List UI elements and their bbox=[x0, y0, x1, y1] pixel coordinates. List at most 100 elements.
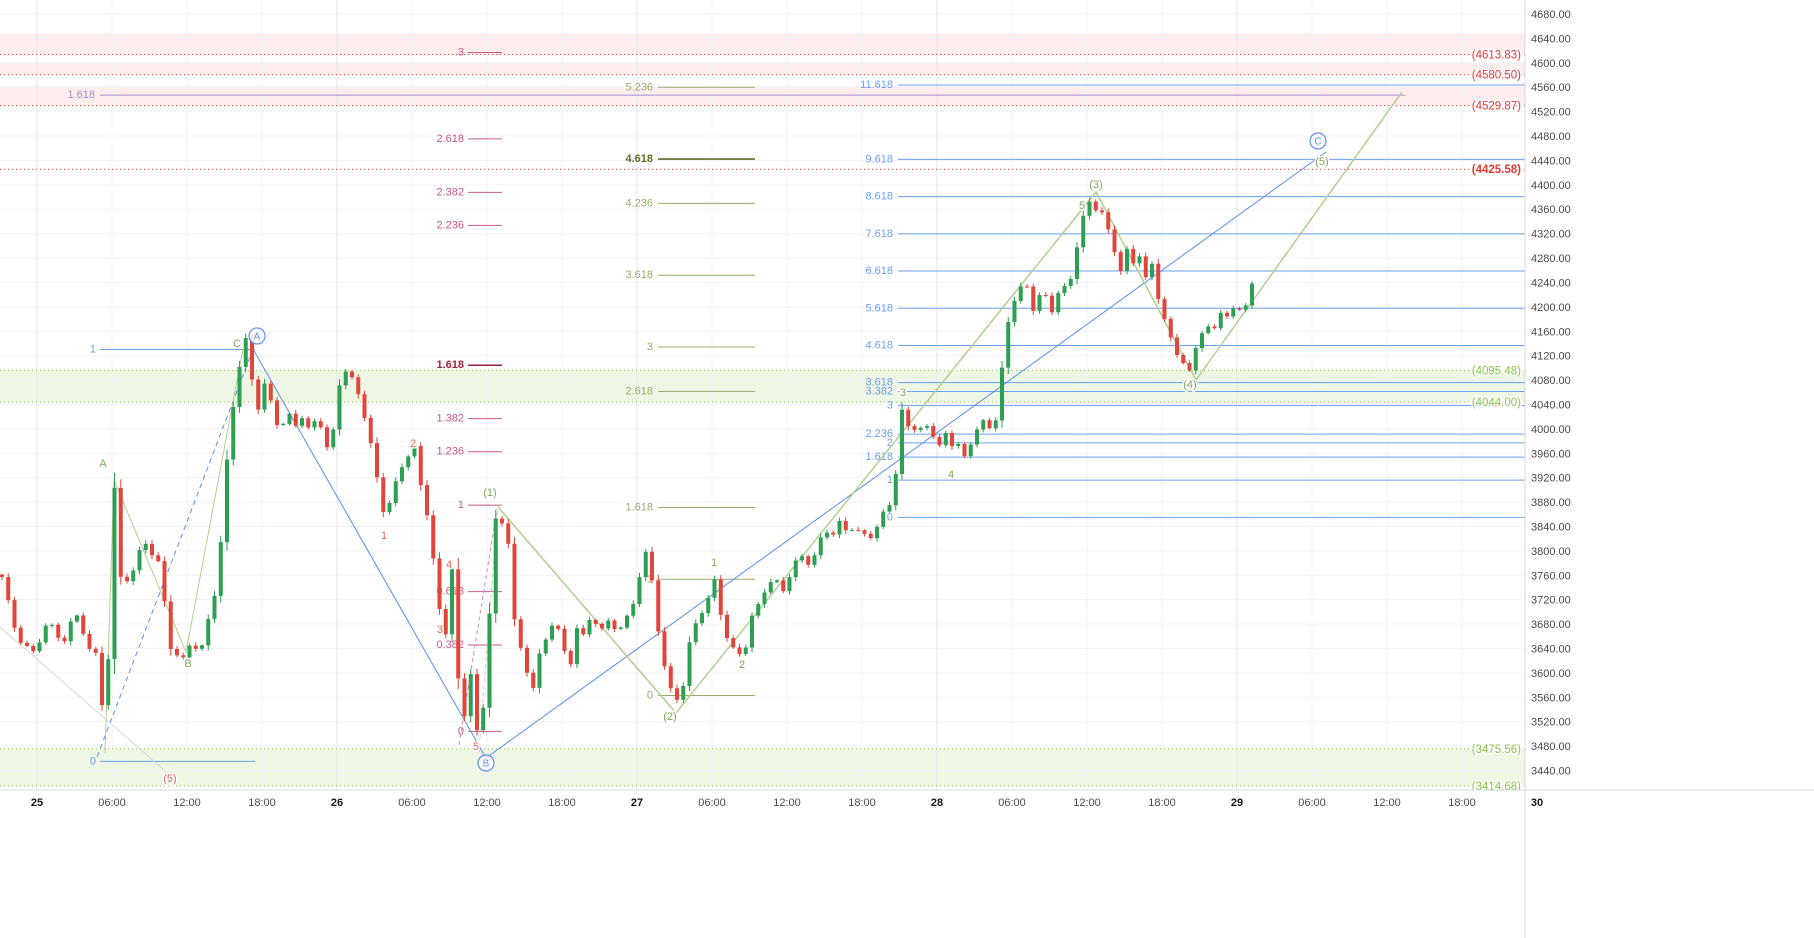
time-tick-label[interactable]: 26 bbox=[331, 797, 343, 809]
wave-label[interactable]: 3 bbox=[435, 623, 444, 638]
time-tick-label[interactable]: 12:00 bbox=[473, 797, 501, 809]
green-zone-band[interactable] bbox=[0, 748, 1525, 786]
price-tick-label[interactable]: 4520.00 bbox=[1531, 107, 1571, 119]
wave-label[interactable]: C bbox=[232, 337, 243, 352]
time-tick-label[interactable]: 30 bbox=[1531, 797, 1543, 809]
trend-line[interactable] bbox=[96, 348, 254, 758]
wave-circle-icon[interactable] bbox=[248, 327, 266, 345]
trend-line[interactable] bbox=[485, 151, 1327, 759]
wave-label[interactable]: 4 bbox=[946, 468, 955, 483]
trend-line[interactable] bbox=[458, 508, 498, 746]
price-tick-label[interactable]: 4160.00 bbox=[1531, 326, 1571, 338]
wave-label[interactable]: 4 bbox=[444, 558, 453, 573]
time-tick-label[interactable]: 12:00 bbox=[1073, 797, 1101, 809]
time-tick-label[interactable]: 29 bbox=[1231, 797, 1243, 809]
wave-label[interactable]: (2) bbox=[662, 710, 678, 725]
price-tick-label[interactable]: 3840.00 bbox=[1531, 521, 1571, 533]
trend-line[interactable] bbox=[0, 626, 173, 778]
wave-label[interactable]: 1 bbox=[379, 529, 388, 544]
price-tick-label[interactable]: 3960.00 bbox=[1531, 448, 1571, 460]
time-tick-label[interactable]: 06:00 bbox=[98, 797, 126, 809]
trend-line[interactable] bbox=[104, 348, 244, 754]
price-level-label[interactable]: (4529.87) bbox=[1470, 99, 1522, 114]
time-tick-label[interactable]: 06:00 bbox=[698, 797, 726, 809]
red-zone-band[interactable] bbox=[0, 33, 1525, 55]
price-tick-label[interactable]: 4440.00 bbox=[1531, 155, 1571, 167]
fib-extension-blue[interactable]: 011.61822.23633.3823.6184.6185.6186.6187… bbox=[860, 79, 1525, 523]
wave-label[interactable]: B bbox=[183, 657, 193, 672]
wave-label[interactable]: 2 bbox=[737, 658, 746, 673]
red-zone-band[interactable] bbox=[0, 86, 1525, 106]
wave-label[interactable]: (4) bbox=[1182, 378, 1198, 393]
wave-circle-icon[interactable] bbox=[1309, 132, 1327, 150]
time-tick-label[interactable]: 18:00 bbox=[848, 797, 876, 809]
price-level-label[interactable]: (4095.48) bbox=[1470, 364, 1522, 379]
wave-label[interactable]: (5) bbox=[1314, 155, 1330, 170]
price-tick-label[interactable]: 3480.00 bbox=[1531, 741, 1571, 753]
wave-label[interactable]: A bbox=[98, 457, 109, 472]
time-tick-label[interactable]: 06:00 bbox=[398, 797, 426, 809]
wave-label[interactable]: 2 bbox=[408, 437, 417, 452]
time-tick-label[interactable]: 18:00 bbox=[1448, 797, 1476, 809]
price-tick-label[interactable]: 4120.00 bbox=[1531, 351, 1571, 363]
time-tick-label[interactable]: 12:00 bbox=[1373, 797, 1401, 809]
wave-label[interactable]: 3 bbox=[898, 386, 907, 401]
price-tick-label[interactable]: 4000.00 bbox=[1531, 424, 1571, 436]
time-axis-background[interactable] bbox=[0, 790, 1814, 938]
fib-extension-green[interactable]: 0 1 1.618 2.618 3 3.618 4.236 4.618 5.236 bbox=[625, 81, 755, 701]
time-tick-label[interactable]: 12:00 bbox=[173, 797, 201, 809]
time-tick-label[interactable]: 25 bbox=[31, 797, 43, 809]
price-tick-label[interactable]: 4640.00 bbox=[1531, 33, 1571, 45]
price-tick-label[interactable]: 4320.00 bbox=[1531, 229, 1571, 241]
price-tick-label[interactable]: 4480.00 bbox=[1531, 131, 1571, 143]
price-level-label[interactable]: (4044.00) bbox=[1470, 396, 1522, 411]
extension-lines-layer[interactable]: 1.618 bbox=[67, 89, 1405, 101]
wave-labels-layer[interactable]: A B C (1) (2) (3) (4) (5) 1 2 3 4 5 A B C (5) 1 2 3 4 5 bbox=[98, 132, 1330, 787]
price-tick-label[interactable]: 4240.00 bbox=[1531, 277, 1571, 289]
price-tick-label[interactable]: 4680.00 bbox=[1531, 9, 1571, 21]
price-level-label[interactable]: (4425.58) bbox=[1470, 163, 1522, 178]
wave-label[interactable]: B bbox=[481, 757, 491, 771]
price-tick-label[interactable]: 3880.00 bbox=[1531, 497, 1571, 509]
price-tick-label[interactable]: 3440.00 bbox=[1531, 765, 1571, 777]
price-level-label[interactable]: (3475.56) bbox=[1470, 742, 1522, 757]
price-axis-background[interactable] bbox=[1525, 0, 1814, 938]
time-tick-label[interactable]: 06:00 bbox=[1298, 797, 1326, 809]
wave-label[interactable]: 1 bbox=[709, 556, 718, 571]
time-tick-label[interactable]: 06:00 bbox=[998, 797, 1026, 809]
wave-label[interactable]: A bbox=[252, 330, 262, 344]
trend-line[interactable] bbox=[497, 91, 1403, 715]
price-tick-label[interactable]: 4400.00 bbox=[1531, 180, 1571, 192]
red-zone-band[interactable] bbox=[0, 63, 1525, 75]
price-tick-label[interactable]: 4360.00 bbox=[1531, 204, 1571, 216]
time-tick-label[interactable]: 18:00 bbox=[248, 797, 276, 809]
time-tick-label[interactable]: 27 bbox=[631, 797, 643, 809]
time-tick-label[interactable]: 28 bbox=[931, 797, 943, 809]
price-tick-label[interactable]: 4200.00 bbox=[1531, 302, 1571, 314]
wave-label[interactable]: (5) bbox=[162, 772, 178, 787]
wave-label[interactable]: 5 bbox=[471, 740, 480, 755]
trend-line[interactable] bbox=[252, 348, 487, 759]
price-tick-label[interactable]: 3520.00 bbox=[1531, 717, 1571, 729]
price-tick-label[interactable]: 3680.00 bbox=[1531, 619, 1571, 631]
price-tick-label[interactable]: 4600.00 bbox=[1531, 58, 1571, 70]
wave-label[interactable]: (3) bbox=[1088, 178, 1104, 193]
price-tick-label[interactable]: 4280.00 bbox=[1531, 253, 1571, 265]
price-tick-label[interactable]: 3600.00 bbox=[1531, 668, 1571, 680]
price-tick-label[interactable]: 3800.00 bbox=[1531, 546, 1571, 558]
price-tick-label[interactable]: 4040.00 bbox=[1531, 399, 1571, 411]
price-level-label[interactable]: (4580.50) bbox=[1470, 68, 1522, 83]
wave-label[interactable]: 5 bbox=[1077, 199, 1086, 214]
time-tick-label[interactable]: 12:00 bbox=[773, 797, 801, 809]
price-tick-label[interactable]: 4560.00 bbox=[1531, 82, 1571, 94]
wave-label[interactable]: C bbox=[1313, 135, 1323, 149]
wave-circle-icon[interactable] bbox=[477, 754, 495, 772]
price-tick-label[interactable]: 3720.00 bbox=[1531, 595, 1571, 607]
price-level-label[interactable]: (4613.83) bbox=[1470, 48, 1522, 63]
price-tick-label[interactable]: 3920.00 bbox=[1531, 473, 1571, 485]
trend-lines-layer[interactable] bbox=[0, 91, 1403, 778]
wave-label[interactable]: (1) bbox=[482, 486, 498, 501]
time-tick-label[interactable]: 18:00 bbox=[1148, 797, 1176, 809]
green-zone-band[interactable] bbox=[0, 370, 1525, 403]
